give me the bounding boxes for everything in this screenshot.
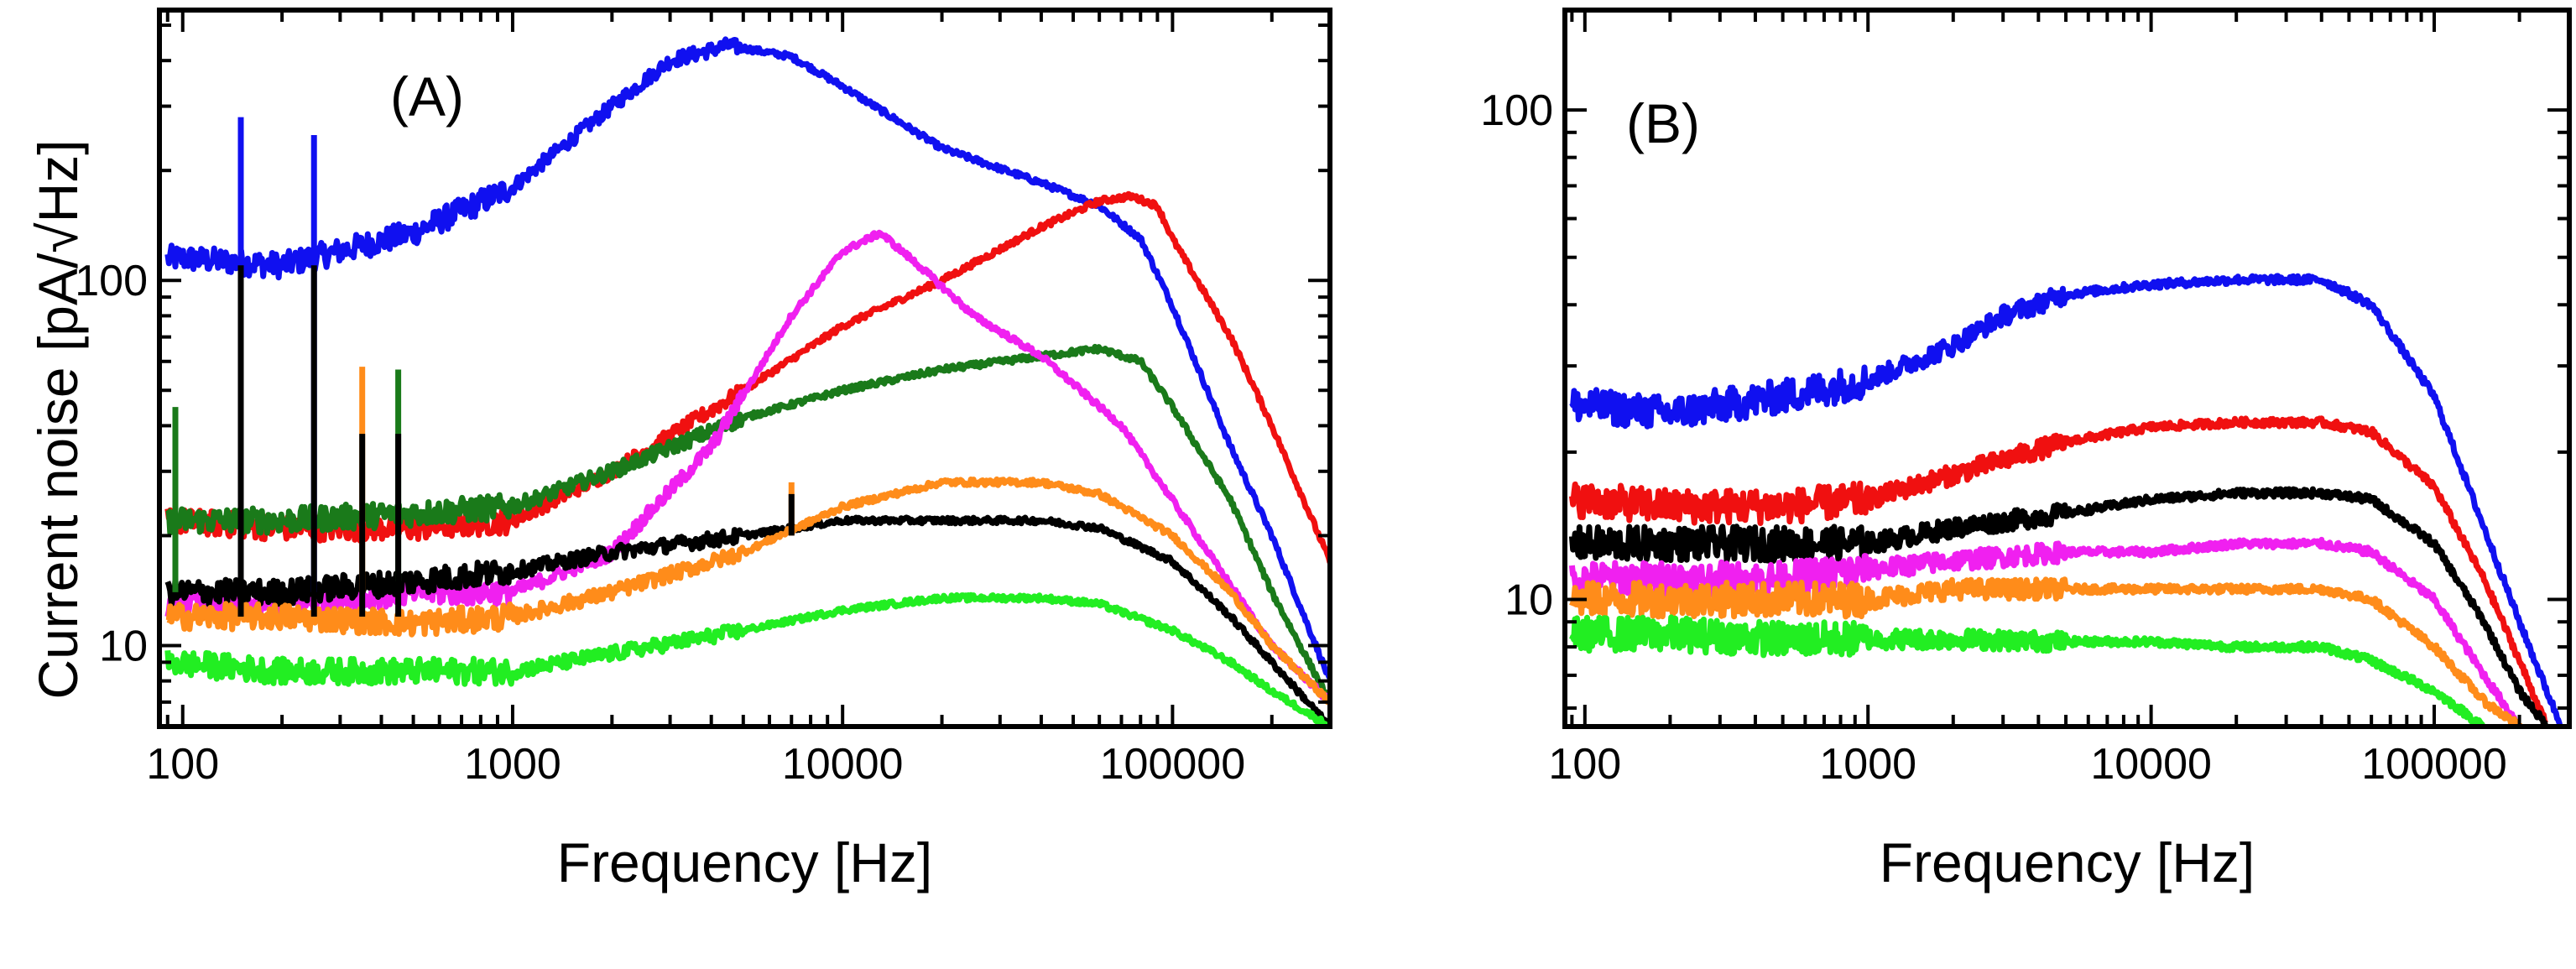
series-line-light-green xyxy=(1569,614,2486,727)
series-line-orange xyxy=(1569,576,2523,727)
x-tick-label: 10000 xyxy=(782,740,904,789)
x-tick-label: 1000 xyxy=(1819,740,1916,789)
panel-a: 100 1000 10000 100000 10 100 Frequency [Hz] (A) xyxy=(75,8,1332,893)
series-line-magenta xyxy=(1568,536,2522,727)
x-tick-label: 100 xyxy=(1548,740,1621,789)
panel-b: 100 1000 10000 100000 10 100 Frequency [Hz] (B) xyxy=(1480,8,2572,893)
y-tick-label: 10 xyxy=(1504,576,1553,625)
series-line-blue xyxy=(164,36,1330,680)
series-line-orange xyxy=(165,476,1330,706)
x-axis-title: Frequency [Hz] xyxy=(1880,831,2255,893)
series-line-light-green xyxy=(164,591,1330,727)
x-tick-label: 1000 xyxy=(464,740,561,789)
panel-label: (B) xyxy=(1626,92,1700,154)
series-line-blue xyxy=(1569,273,2563,727)
x-tick-label: 10000 xyxy=(2090,740,2212,789)
x-tick-label: 100000 xyxy=(1100,740,1246,789)
plot-area xyxy=(1568,273,2563,727)
x-axis-title: Frequency [Hz] xyxy=(557,831,933,893)
y-tick-label: 100 xyxy=(1480,86,1553,135)
series-line-red xyxy=(1568,415,2549,727)
series-line-black xyxy=(1568,486,2549,727)
panel-label: (A) xyxy=(390,65,464,128)
plot-area xyxy=(164,36,1330,727)
y-tick-label: 100 xyxy=(75,257,148,305)
x-tick-label: 100 xyxy=(146,740,219,789)
shared-y-axis-title: Current noise [pA/√Hz] xyxy=(27,139,89,699)
x-tick-label: 100000 xyxy=(2361,740,2507,789)
y-tick-label: 10 xyxy=(99,622,148,670)
